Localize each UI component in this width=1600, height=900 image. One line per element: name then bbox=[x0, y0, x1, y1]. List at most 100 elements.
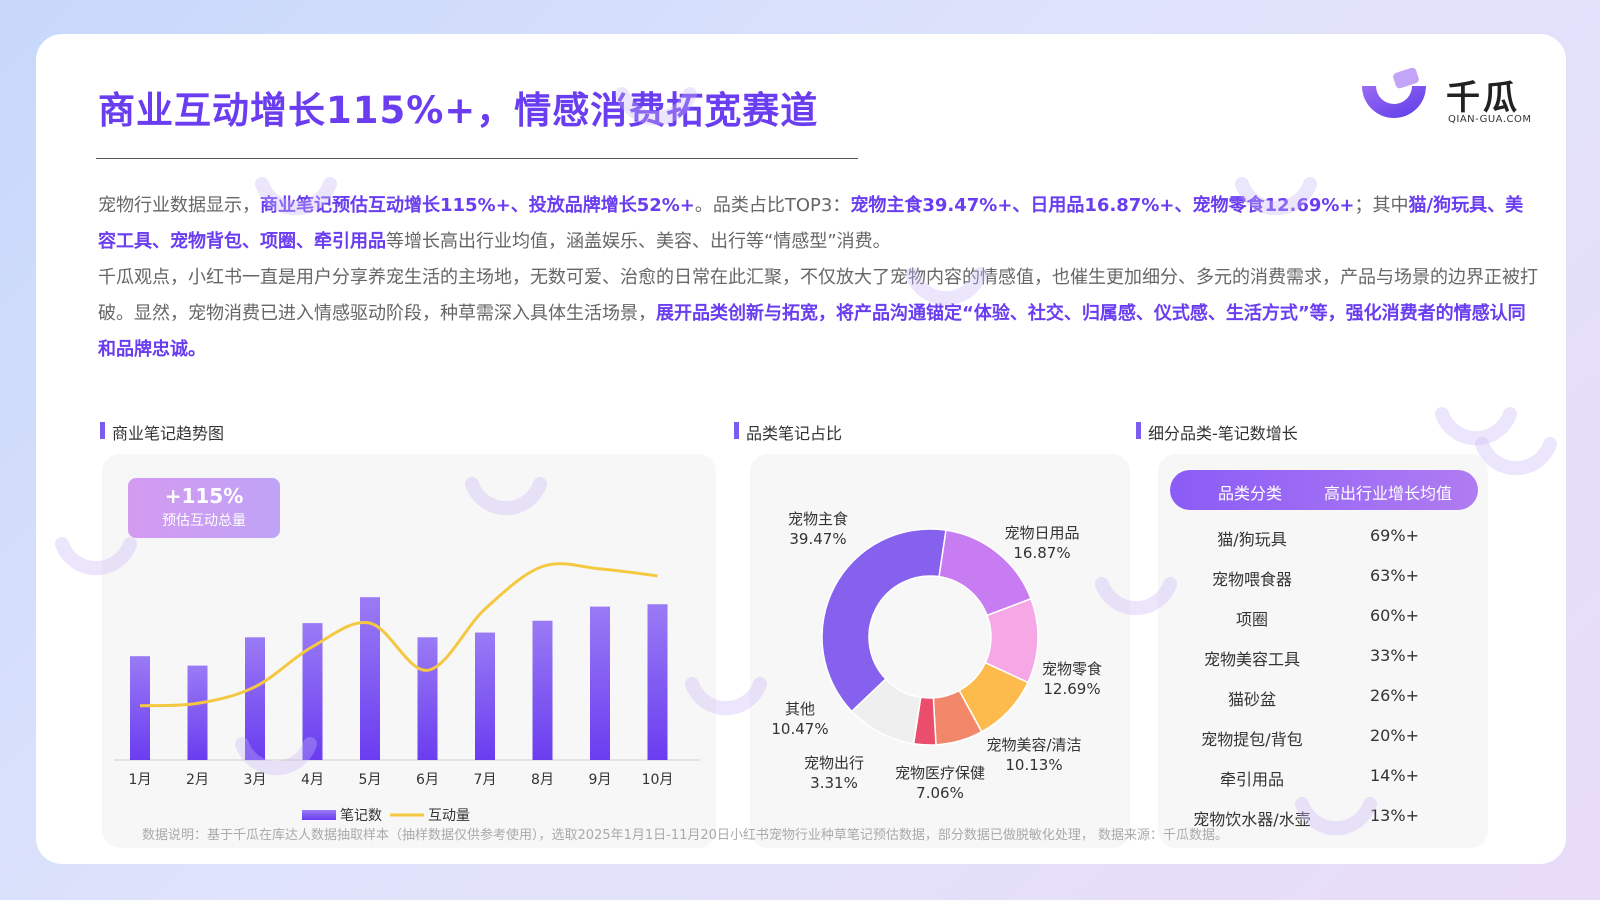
row-growth-value: 33%+ bbox=[1370, 646, 1419, 665]
x-tick-label: 3月 bbox=[244, 772, 267, 788]
notes-bar bbox=[187, 665, 208, 760]
pie-chart-panel: 宠物主食 39.47% 宠物日用品 16.87% 宠物零食 12.69% 宠物美容/清洁 10… bbox=[750, 454, 1130, 848]
slice-label: 宠物医疗保健 bbox=[895, 764, 985, 782]
x-tick-label: 8月 bbox=[531, 772, 554, 788]
slice-label: 其他 bbox=[785, 700, 815, 718]
intro-1-segment: 宠物行业数据显示， bbox=[98, 195, 260, 216]
x-tick-label: 10月 bbox=[642, 772, 674, 788]
notes-bar bbox=[360, 597, 380, 760]
data-footnote: 数据说明：基于千瓜在库达人数据抽取样本（抽样数据仅供参考使用），选取2025年1… bbox=[142, 828, 1229, 843]
row-category: 宠物饮水器/水壶 bbox=[1193, 810, 1311, 829]
row-growth-value: 26%+ bbox=[1370, 686, 1419, 705]
notes-bar bbox=[417, 637, 438, 760]
qiangua-logo-icon bbox=[1362, 68, 1426, 118]
row-category: 宠物喂食器 bbox=[1211, 570, 1292, 589]
intro-1-segment: 商业笔记预估互动增长115%+、投放品牌增长52%+ bbox=[260, 195, 695, 216]
slice-value: 10.47% bbox=[771, 720, 828, 738]
logo-domain: QIAN-GUA.COM bbox=[1448, 114, 1532, 125]
intro-paragraph-1: 宠物行业数据显示，商业笔记预估互动增长115%+、投放品牌增长52%+。品类占比… bbox=[98, 188, 1538, 260]
table-header-growth: 高出行业增长均值 bbox=[1324, 484, 1453, 503]
table-row: 项圈 60%+ bbox=[1158, 598, 1488, 638]
intro-1-segment: ；其中 bbox=[1354, 195, 1409, 216]
interaction-line bbox=[139, 562, 658, 708]
legend-notes-label: 笔记数 bbox=[340, 808, 382, 824]
notes-bar bbox=[590, 606, 610, 760]
brand-logo: 千瓜 QIAN-GUA.COM bbox=[1356, 68, 1556, 128]
donut-slice bbox=[938, 529, 1032, 617]
report-card: 商业互动增长115%+，情感消费拓宽赛道 千瓜 QIAN-GUA.COM 宠物行… bbox=[36, 34, 1566, 864]
badge-value: +115% bbox=[164, 484, 244, 508]
slice-label: 宠物零食 bbox=[1042, 660, 1102, 678]
row-category: 牵引用品 bbox=[1219, 770, 1284, 789]
table-header-category: 品类分类 bbox=[1218, 484, 1283, 503]
intro-2-segment: 展开品类创新与拓宽，将产品沟通锚定“体验、社交、归属感、仪式感、生活方式”等，强… bbox=[98, 303, 1526, 360]
notes-bar bbox=[130, 656, 150, 760]
legend-bar-swatch bbox=[302, 810, 336, 820]
slice-label: 宠物主食 bbox=[788, 510, 848, 528]
slice-value: 12.69% bbox=[1043, 680, 1100, 698]
intro-1-segment: 宠物主食39.47%+、日用品16.87%+、宠物零食12.69%+ bbox=[850, 195, 1355, 216]
table-row: 宠物提包/背包 20%+ bbox=[1158, 718, 1488, 758]
x-tick-label: 9月 bbox=[589, 772, 612, 788]
row-growth-value: 69%+ bbox=[1370, 526, 1419, 545]
watermark-swirl-icon bbox=[1435, 407, 1517, 446]
intro-1-segment: 猫/狗玩具、美容工具、宠物背包、项圈、牵引用品 bbox=[98, 195, 1524, 252]
row-growth-value: 20%+ bbox=[1370, 726, 1419, 745]
row-category: 宠物提包/背包 bbox=[1201, 730, 1303, 749]
row-category: 项圈 bbox=[1235, 610, 1268, 629]
notes-bar bbox=[532, 620, 553, 760]
row-category: 宠物美容工具 bbox=[1203, 650, 1300, 669]
intro-1-segment: 。品类占比TOP3： bbox=[694, 195, 851, 216]
table-section-title: 细分品类-笔记数增长 bbox=[1136, 420, 1298, 444]
row-category: 猫/狗玩具 bbox=[1217, 530, 1287, 549]
x-tick-label: 6月 bbox=[416, 772, 439, 788]
slice-value: 3.31% bbox=[810, 774, 858, 792]
growth-table-panel: 品类分类 高出行业增长均值 猫/狗玩具 69%+ 宠物喂食器 63%+ 项圈 60%+ 宠物… bbox=[1158, 454, 1488, 848]
category-donut-chart: 宠物主食 39.47% 宠物日用品 16.87% 宠物零食 12.69% 宠物美容/清洁 10… bbox=[771, 510, 1102, 802]
slice-label: 宠物出行 bbox=[804, 754, 864, 772]
table-row: 宠物喂食器 63%+ bbox=[1158, 558, 1488, 598]
notes-bar bbox=[647, 604, 668, 760]
intro-paragraph-2: 千瓜观点，小红书一直是用户分享养宠生活的主场地，无数可爱、治愈的日常在此汇聚，不… bbox=[98, 260, 1538, 368]
trend-chart-panel: 1月 2月 3月 4月 5月 6月 7月 8月 9月 10月笔记数 互动量 +115% 预估互动总量 bbox=[102, 454, 716, 848]
table-row: 宠物美容工具 33%+ bbox=[1158, 638, 1488, 678]
donut-slice bbox=[821, 528, 947, 713]
trend-section-title: 商业笔记趋势图 bbox=[100, 420, 224, 444]
x-tick-label: 4月 bbox=[301, 772, 324, 788]
table-row: 猫砂盆 26%+ bbox=[1158, 678, 1488, 718]
x-tick-label: 2月 bbox=[186, 772, 209, 788]
title-divider bbox=[96, 158, 858, 159]
table-row: 宠物饮水器/水壶 13%+ bbox=[1158, 798, 1488, 838]
badge-label: 预估互动总量 bbox=[162, 513, 246, 529]
row-growth-value: 14%+ bbox=[1370, 766, 1419, 785]
slice-value: 7.06% bbox=[916, 784, 964, 802]
slice-value: 10.13% bbox=[1005, 756, 1062, 774]
notes-bar bbox=[475, 632, 495, 760]
watermark-swirl-icon bbox=[1475, 437, 1557, 476]
pie-section-title: 品类笔记占比 bbox=[734, 420, 842, 444]
notes-bar bbox=[302, 623, 323, 760]
intro-1-segment: 等增长高出行业均值，涵盖娱乐、美容、出行等“情感型”消费。 bbox=[386, 231, 891, 252]
x-tick-label: 1月 bbox=[129, 772, 152, 788]
page-title: 商业互动增长115%+，情感消费拓宽赛道 bbox=[98, 89, 819, 132]
x-tick-label: 5月 bbox=[359, 772, 382, 788]
slice-label: 宠物美容/清洁 bbox=[986, 736, 1081, 754]
x-tick-label: 7月 bbox=[474, 772, 497, 788]
row-growth-value: 60%+ bbox=[1370, 606, 1419, 625]
slice-value: 16.87% bbox=[1013, 544, 1070, 562]
legend-interaction-label: 互动量 bbox=[428, 808, 470, 824]
interaction-badge: +115% 预估互动总量 bbox=[128, 478, 280, 538]
notes-bar bbox=[245, 637, 265, 760]
row-growth-value: 63%+ bbox=[1370, 566, 1419, 585]
row-growth-value: 13%+ bbox=[1370, 806, 1419, 825]
table-row: 牵引用品 14%+ bbox=[1158, 758, 1488, 798]
row-category: 猫砂盆 bbox=[1227, 690, 1276, 709]
slice-value: 39.47% bbox=[789, 530, 846, 548]
donut-slice bbox=[850, 677, 922, 745]
slice-label: 宠物日用品 bbox=[1004, 524, 1079, 542]
table-header: 品类分类 高出行业增长均值 bbox=[1170, 470, 1478, 510]
logo-name: 千瓜 bbox=[1446, 78, 1520, 118]
table-row: 猫/狗玩具 69%+ bbox=[1158, 518, 1488, 558]
intro-2-segment: 千瓜观点，小红书一直是用户分享养宠生活的主场地，无数可爱、治愈的日常在此汇聚，不… bbox=[98, 267, 1538, 324]
